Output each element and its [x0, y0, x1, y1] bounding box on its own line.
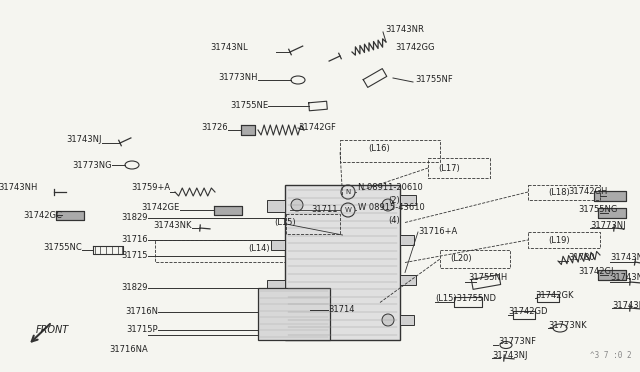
Text: 31742GK: 31742GK [535, 291, 573, 299]
Bar [271, 305, 285, 317]
Text: (L18): (L18) [548, 187, 570, 196]
Circle shape [291, 199, 303, 211]
Text: 31780: 31780 [568, 253, 595, 263]
Text: 31773NK: 31773NK [548, 321, 587, 330]
Text: 31714: 31714 [328, 305, 355, 314]
Bar [267, 280, 285, 290]
Bar [400, 275, 416, 285]
Circle shape [291, 314, 303, 326]
Text: (L16): (L16) [368, 144, 390, 153]
Text: 31742GC: 31742GC [23, 211, 62, 219]
Text: (2): (2) [388, 196, 400, 205]
Text: 31742GG: 31742GG [395, 44, 435, 52]
Text: ^3 7 :0 2: ^3 7 :0 2 [590, 351, 632, 360]
Bar [400, 315, 414, 325]
Text: N 08911-20610: N 08911-20610 [358, 183, 423, 192]
Text: N: N [346, 189, 351, 195]
Text: (L15)31755ND: (L15)31755ND [435, 294, 496, 302]
Text: 31716: 31716 [122, 235, 148, 244]
Text: 31743NL: 31743NL [211, 44, 248, 52]
Text: (4): (4) [388, 215, 400, 224]
Text: 31716+A: 31716+A [418, 228, 457, 237]
Polygon shape [214, 205, 242, 215]
Text: 31755NF: 31755NF [415, 76, 452, 84]
Polygon shape [598, 208, 626, 218]
Circle shape [382, 199, 394, 211]
Circle shape [382, 314, 394, 326]
Bar [400, 235, 414, 245]
Text: W 08915-43610: W 08915-43610 [358, 203, 425, 212]
Text: 31716NA: 31716NA [109, 346, 148, 355]
Text: 31829: 31829 [122, 283, 148, 292]
Text: 31743NM: 31743NM [610, 253, 640, 263]
Text: 31716N: 31716N [125, 308, 158, 317]
Text: 31711: 31711 [312, 205, 338, 215]
Text: 31743NJ: 31743NJ [492, 352, 527, 360]
Text: 31715P: 31715P [126, 326, 158, 334]
Text: W: W [344, 207, 351, 213]
Text: 31759+A: 31759+A [131, 183, 170, 192]
Bar [267, 200, 285, 212]
Text: 31743NK: 31743NK [154, 221, 192, 230]
Text: 31743NR: 31743NR [385, 26, 424, 35]
Text: 31755NC: 31755NC [44, 244, 82, 253]
Text: (L19): (L19) [548, 235, 570, 244]
Text: 31715: 31715 [122, 251, 148, 260]
Text: FRONT: FRONT [35, 325, 68, 335]
Bar [258, 288, 330, 340]
Bar [400, 195, 416, 205]
Bar [285, 185, 400, 340]
Text: (L15): (L15) [275, 218, 296, 227]
Text: 31755NG: 31755NG [578, 205, 618, 215]
Text: 31755NH: 31755NH [468, 273, 508, 282]
Text: 31742GE: 31742GE [141, 203, 180, 212]
Text: 31829: 31829 [122, 214, 148, 222]
Text: 31773NH: 31773NH [218, 74, 258, 83]
Text: 31773NF: 31773NF [498, 337, 536, 346]
Text: (L20): (L20) [450, 253, 472, 263]
Text: 31743NH: 31743NH [0, 183, 38, 192]
Text: 31743NJ: 31743NJ [67, 135, 102, 144]
Text: 31742GH: 31742GH [568, 187, 607, 196]
Text: 31743NP: 31743NP [612, 301, 640, 310]
Polygon shape [241, 125, 255, 135]
Polygon shape [594, 191, 626, 201]
Bar [271, 240, 285, 250]
Text: 31773NJ: 31773NJ [590, 221, 626, 230]
Text: 31742GJ: 31742GJ [578, 267, 614, 276]
Text: (L14): (L14) [248, 244, 269, 253]
Text: 31743NN: 31743NN [610, 273, 640, 282]
Polygon shape [598, 270, 626, 280]
Text: 31726: 31726 [202, 124, 228, 132]
Text: 31742GF: 31742GF [298, 124, 336, 132]
Text: 31773NG: 31773NG [72, 160, 112, 170]
Text: 31755NE: 31755NE [230, 100, 268, 109]
Text: 31742GD: 31742GD [508, 308, 547, 317]
Polygon shape [56, 211, 84, 219]
Text: (L17): (L17) [438, 164, 460, 173]
